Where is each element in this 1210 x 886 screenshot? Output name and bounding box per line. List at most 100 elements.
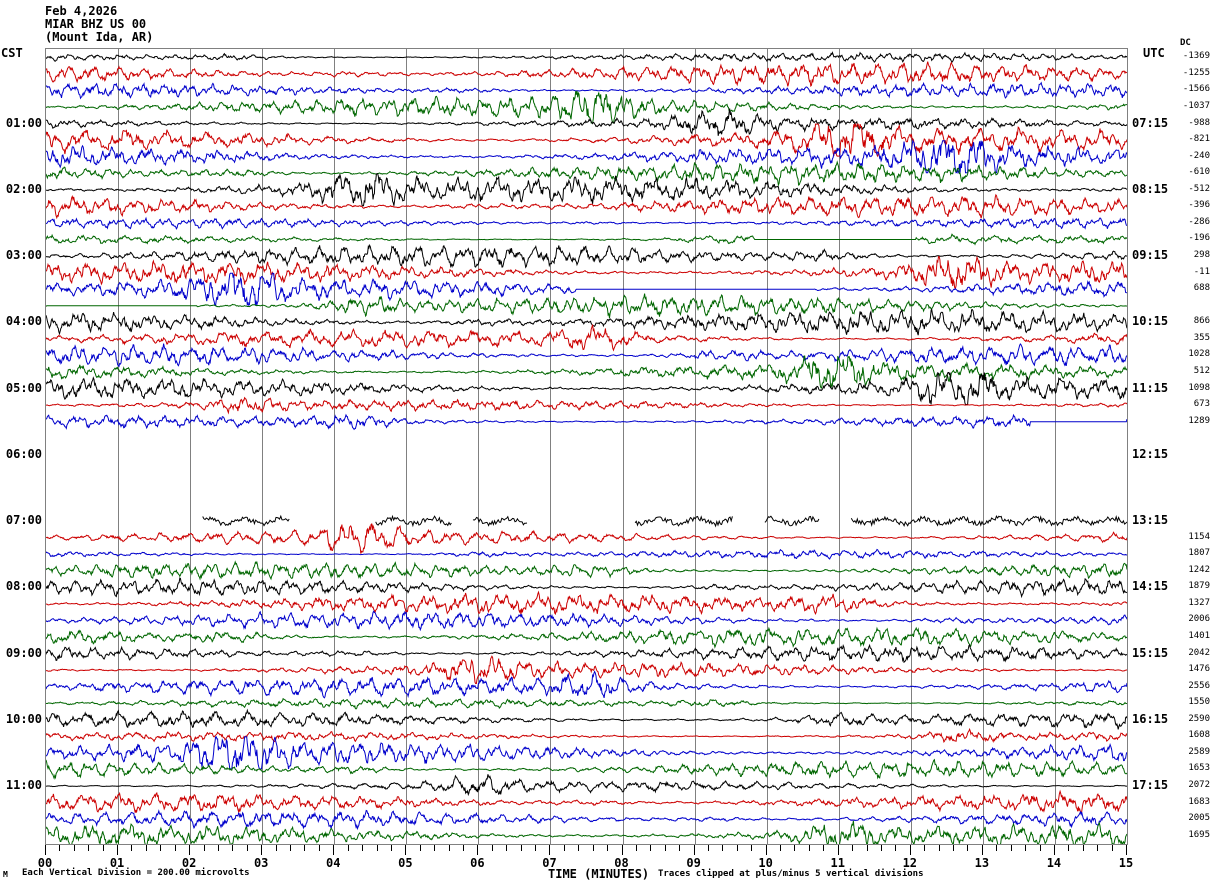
right-hour-label-0715: 07:15 bbox=[1132, 115, 1169, 130]
right-hour-label-1415: 14:15 bbox=[1132, 579, 1169, 594]
x-tick-minor bbox=[1112, 845, 1113, 851]
x-tick-minor bbox=[607, 845, 608, 851]
trace-row-31 bbox=[46, 560, 1127, 581]
x-tick-major-1 bbox=[117, 845, 118, 855]
x-tick-minor bbox=[939, 845, 940, 851]
trace-fragment-28 bbox=[850, 515, 1127, 528]
x-tick-minor bbox=[362, 845, 363, 851]
dc-value-row-4: -988 bbox=[1188, 117, 1210, 128]
dc-value-row-36: 2042 bbox=[1188, 647, 1210, 658]
dc-value-row-16: 866 bbox=[1193, 316, 1210, 327]
x-tick-minor bbox=[650, 845, 651, 851]
trace-row-6 bbox=[46, 139, 1127, 175]
x-tick-minor bbox=[1097, 845, 1098, 851]
trace-row-8 bbox=[46, 173, 1127, 207]
x-tick-label-10: 10 bbox=[758, 856, 773, 870]
x-tick-minor bbox=[103, 845, 104, 851]
dc-value-row-9: -396 bbox=[1188, 200, 1210, 211]
x-tick-minor bbox=[665, 845, 666, 851]
x-tick-minor bbox=[160, 845, 161, 851]
x-tick-minor bbox=[463, 845, 464, 851]
trace-row-47 bbox=[46, 820, 1127, 844]
x-tick-label-05: 05 bbox=[398, 856, 413, 870]
dc-value-row-38: 2556 bbox=[1188, 680, 1210, 691]
x-tick-minor bbox=[679, 845, 680, 851]
dc-value-row-30: 1807 bbox=[1188, 548, 1210, 559]
trace-row-12 bbox=[46, 243, 1127, 269]
trace-row-44 bbox=[46, 774, 1127, 797]
left-axis-label-cst: CST bbox=[1, 46, 23, 60]
x-tick-major-0 bbox=[45, 845, 46, 855]
x-tick-minor bbox=[708, 845, 709, 851]
left-hour-label-0100: 01:00 bbox=[5, 115, 42, 130]
dc-value-row-21: 673 bbox=[1193, 399, 1210, 410]
trace-row-13 bbox=[46, 255, 1127, 290]
left-hour-label-1000: 10:00 bbox=[5, 711, 42, 726]
left-hour-label-0800: 08:00 bbox=[5, 579, 42, 594]
x-tick-minor bbox=[780, 845, 781, 851]
x-tick-minor bbox=[506, 845, 507, 851]
seismogram-plot[interactable] bbox=[45, 48, 1128, 845]
header-date: Feb 4,2026 bbox=[45, 4, 118, 18]
scale-note: Each Vertical Division = 200.00 microvol… bbox=[22, 868, 250, 878]
x-tick-minor bbox=[88, 845, 89, 851]
x-tick-minor bbox=[953, 845, 954, 851]
dc-value-row-11: -196 bbox=[1188, 233, 1210, 244]
x-tick-major-11 bbox=[838, 845, 839, 855]
dc-value-row-42: 2589 bbox=[1188, 746, 1210, 757]
right-hour-label-1115: 11:15 bbox=[1132, 380, 1169, 395]
x-tick-minor bbox=[996, 845, 997, 851]
x-tick-label-11: 11 bbox=[830, 856, 845, 870]
x-tick-major-13 bbox=[982, 845, 983, 855]
dc-column-header: DC bbox=[1180, 38, 1191, 48]
trace-fragment-28 bbox=[202, 514, 290, 527]
right-hour-label-1615: 16:15 bbox=[1132, 711, 1169, 726]
trace-row-38 bbox=[46, 670, 1127, 699]
trace-canvas bbox=[46, 49, 1127, 844]
x-tick-major-12 bbox=[910, 845, 911, 855]
x-tick-label-15: 15 bbox=[1118, 856, 1134, 870]
dc-value-row-19: 512 bbox=[1193, 365, 1210, 376]
dc-value-row-18: 1028 bbox=[1188, 349, 1210, 360]
x-tick-minor bbox=[535, 845, 536, 851]
trace-row-16 bbox=[46, 307, 1127, 336]
x-tick-minor bbox=[492, 845, 493, 851]
x-tick-minor bbox=[1040, 845, 1041, 851]
dc-value-row-20: 1098 bbox=[1188, 382, 1210, 393]
x-tick-minor bbox=[1025, 845, 1026, 851]
x-tick-minor bbox=[521, 845, 522, 851]
x-tick-minor bbox=[636, 845, 637, 851]
right-hour-label-1215: 12:15 bbox=[1132, 446, 1169, 461]
x-tick-label-06: 06 bbox=[470, 856, 485, 870]
x-tick-minor bbox=[1083, 845, 1084, 851]
trace-row-18 bbox=[46, 343, 1127, 368]
x-tick-minor bbox=[391, 845, 392, 851]
x-tick-minor bbox=[881, 845, 882, 851]
trace-fragment-28 bbox=[472, 515, 528, 527]
x-tick-minor bbox=[967, 845, 968, 851]
trace-row-14 bbox=[46, 272, 1127, 306]
dc-value-row-34: 2006 bbox=[1188, 614, 1210, 625]
x-tick-minor bbox=[59, 845, 60, 851]
x-tick-major-5 bbox=[405, 845, 406, 855]
x-tick-minor bbox=[204, 845, 205, 851]
dc-value-row-0: -1369 bbox=[1182, 51, 1210, 62]
trace-row-1 bbox=[46, 61, 1127, 88]
x-tick-minor bbox=[794, 845, 795, 851]
trace-row-5 bbox=[46, 122, 1127, 158]
x-tick-label-13: 13 bbox=[974, 856, 990, 870]
dc-value-row-31: 1242 bbox=[1188, 564, 1210, 575]
x-tick-minor bbox=[564, 845, 565, 851]
right-hour-label-1715: 17:15 bbox=[1132, 778, 1169, 793]
x-tick-minor bbox=[722, 845, 723, 851]
trace-row-21 bbox=[46, 396, 1127, 415]
trace-row-33 bbox=[46, 590, 1127, 616]
trace-row-42 bbox=[46, 736, 1127, 770]
trace-row-39 bbox=[46, 697, 1127, 710]
x-tick-label-03: 03 bbox=[253, 856, 269, 870]
trace-row-15 bbox=[46, 293, 1127, 319]
dc-value-row-47: 1695 bbox=[1188, 829, 1210, 840]
right-hour-label-1015: 10:15 bbox=[1132, 314, 1169, 329]
dc-value-row-17: 355 bbox=[1193, 332, 1210, 343]
right-hour-label-1515: 15:15 bbox=[1132, 645, 1169, 660]
